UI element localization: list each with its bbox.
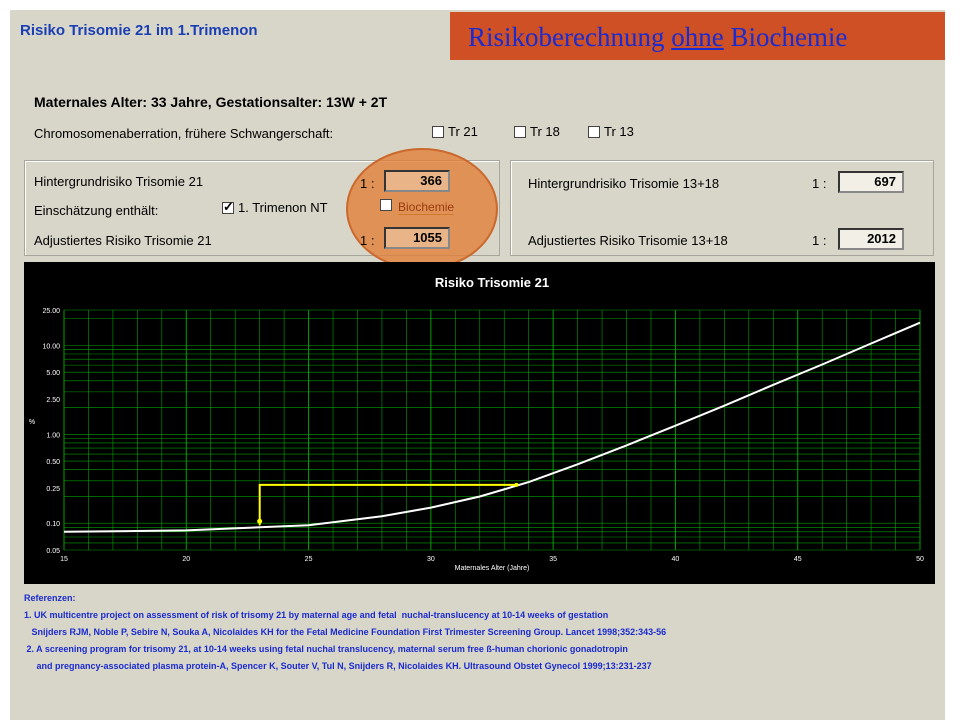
t21-adjusted-label: Adjustiertes Risiko Trisomie 21 [34, 233, 212, 248]
y-tick-label: 0.10 [46, 521, 60, 528]
checkbox-tr18[interactable]: Tr 18 [514, 124, 560, 139]
y-axis-label: % [29, 419, 35, 426]
checkbox-nt[interactable]: 1. Trimenon NT [222, 199, 328, 215]
references-heading: Referenzen: [24, 593, 76, 603]
t1318-background-value: 697 [838, 171, 904, 193]
checkbox-tr21[interactable]: Tr 21 [432, 124, 478, 139]
biochemie-label: Biochemie [398, 200, 455, 215]
banner-text: Risikoberechnung ohne Biochemie [468, 22, 847, 53]
method-banner: Risikoberechnung ohne Biochemie [450, 12, 945, 60]
tr21-label: Tr 21 [448, 124, 478, 139]
panel-trisomy13-18 [510, 160, 934, 256]
biochemie-checkbox-box[interactable] [380, 199, 392, 211]
t1318-adjusted-label: Adjustiertes Risiko Trisomie 13+18 [528, 233, 728, 248]
app-title: Risiko Trisomie 21 im 1.Trimenon [20, 22, 258, 39]
t21-estimate-label: Einschätzung enthält: [34, 203, 159, 218]
reference-line-4: and pregnancy-associated plasma protein-… [24, 661, 652, 671]
t21-adjusted-value: 1055 [384, 227, 450, 249]
reference-line-1: 1. UK multicentre project on assessment … [24, 610, 609, 620]
checkbox-tr13[interactable]: Tr 13 [588, 124, 634, 139]
y-tick-label: 0.50 [46, 459, 60, 466]
nt-checkbox-box[interactable] [222, 199, 234, 215]
x-tick-label: 40 [672, 556, 680, 563]
t21-background-ratio: 1 : [360, 176, 375, 191]
chart-title: Risiko Trisomie 21 [435, 275, 549, 290]
x-tick-label: 50 [916, 556, 924, 563]
risk-curve [63, 321, 921, 533]
x-tick-label: 15 [60, 556, 68, 563]
reference-line-3: 2. A screening program for trisomy 21, a… [24, 644, 628, 654]
references: Referenzen: 1. UK multicentre project on… [24, 590, 666, 675]
y-tick-label: 10.00 [42, 343, 60, 350]
t21-adjusted-ratio: 1 : [360, 233, 375, 248]
y-tick-label: 0.05 [46, 548, 60, 555]
banner-post: Biochemie [723, 22, 848, 52]
t21-background-value: 366 [384, 170, 450, 192]
x-tick-label: 20 [182, 556, 190, 563]
risk-chart: Risiko Trisomie 21 25.00 10.00 5.00 2.50 1.00… [24, 262, 935, 584]
tr21-checkbox-box[interactable] [432, 125, 444, 138]
banner-underlined: ohne [671, 22, 724, 52]
nt-label: 1. Trimenon NT [238, 200, 328, 215]
x-tick-label: 30 [427, 556, 435, 563]
t1318-adjusted-value: 2012 [838, 228, 904, 250]
x-axis-label: Maternales Alter (Jahre) [455, 565, 530, 572]
risk-marker-end [514, 482, 519, 487]
tr18-label: Tr 18 [530, 124, 560, 139]
banner-pre: Risikoberechnung [468, 22, 672, 52]
panel-trisomy21 [24, 160, 500, 256]
y-tick-label: 2.50 [46, 397, 60, 404]
risk-marker-line [258, 483, 517, 526]
highlight-circle [346, 148, 498, 270]
t1318-background-ratio: 1 : [812, 176, 827, 191]
y-tick-label: 1.00 [46, 432, 60, 439]
checkbox-biochemie[interactable] [380, 199, 396, 211]
y-tick-label: 0.25 [46, 486, 60, 493]
x-tick-label: 35 [549, 556, 557, 563]
risk-chart-svg: Risiko Trisomie 21 25.00 10.00 5.00 2.50 1.00… [29, 275, 924, 572]
tr13-checkbox-box[interactable] [588, 125, 600, 138]
x-tick-label: 45 [794, 556, 802, 563]
t1318-background-label: Hintergrundrisiko Trisomie 13+18 [528, 176, 720, 191]
y-tick-label: 5.00 [46, 370, 60, 377]
reference-line-2: Snijders RJM, Noble P, Sebire N, Souka A… [24, 627, 667, 637]
x-tick-label: 25 [305, 556, 313, 563]
t1318-adjusted-ratio: 1 : [812, 233, 827, 248]
risk-marker-start [257, 518, 263, 524]
patient-info: Maternales Alter: 33 Jahre, Gestationsal… [34, 94, 388, 110]
chromosome-label: Chromosomenaberration, frühere Schwanger… [34, 126, 334, 141]
y-tick-label: 25.00 [42, 308, 60, 315]
tr18-checkbox-box[interactable] [514, 125, 526, 138]
tr13-label: Tr 13 [604, 124, 634, 139]
t21-background-label: Hintergrundrisiko Trisomie 21 [34, 174, 204, 189]
